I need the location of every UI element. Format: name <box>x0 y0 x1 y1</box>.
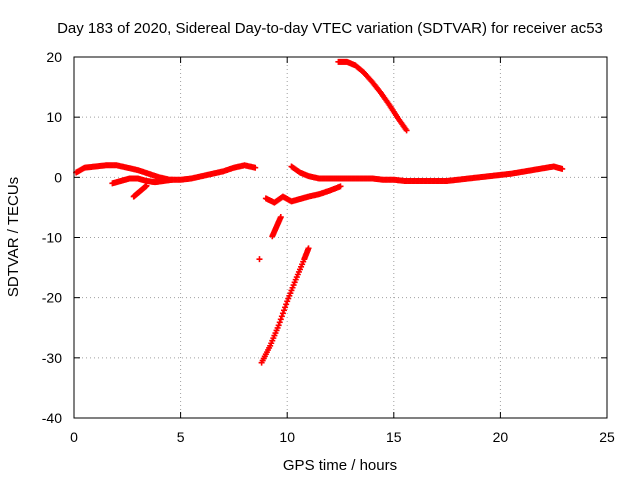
x-tick-label: 15 <box>386 429 402 445</box>
y-tick-label: -30 <box>42 350 62 366</box>
chart-title: Day 183 of 2020, Sidereal Day-to-day VTE… <box>57 20 603 37</box>
x-tick-label: 10 <box>279 429 295 445</box>
y-tick-label: 0 <box>54 169 62 185</box>
series-segment-short-dip <box>130 182 150 200</box>
y-tick-label: -40 <box>42 410 62 426</box>
x-tick-label: 20 <box>493 429 509 445</box>
data-point <box>281 307 288 314</box>
x-tick-label: 25 <box>599 429 615 445</box>
series-segment-isolated-point <box>256 256 263 263</box>
data-point <box>278 313 285 320</box>
data-point <box>277 316 284 323</box>
data-points <box>73 58 566 366</box>
series-segment-main-right <box>326 163 566 184</box>
data-point <box>283 301 290 308</box>
y-tick-label: 20 <box>46 49 62 65</box>
data-point <box>282 304 289 311</box>
data-point <box>337 183 344 190</box>
series-segment-main-left <box>73 162 259 183</box>
data-point <box>276 319 283 326</box>
data-point <box>305 245 312 252</box>
x-tick-label: 0 <box>70 429 78 445</box>
y-axis-title: SDTVAR / TECUs <box>5 177 22 297</box>
data-point <box>169 176 176 183</box>
data-point <box>403 127 410 134</box>
series-segment-middle-rising <box>262 183 344 206</box>
x-axis-title: GPS time / hours <box>283 457 397 474</box>
data-point <box>326 175 333 182</box>
data-point <box>275 322 282 329</box>
data-point <box>143 182 150 189</box>
series-segment-upper-arc <box>335 58 410 134</box>
y-tick-label: 10 <box>46 109 62 125</box>
series-segment-steep-dive <box>258 245 312 366</box>
axis-ticks: 0 5 10 15 20 25 -40 -30 -20 -10 0 10 20 <box>42 49 615 445</box>
data-point <box>256 256 263 263</box>
data-point <box>279 310 286 317</box>
series-segment-after-gap <box>288 163 333 182</box>
series-segment-short-vertical <box>269 214 284 240</box>
data-point <box>559 165 566 172</box>
data-point <box>277 214 284 221</box>
data-point <box>252 164 259 171</box>
y-tick-label: -10 <box>42 230 62 246</box>
y-tick-label: -20 <box>42 290 62 306</box>
series-segment-lower-left <box>109 175 176 187</box>
x-tick-label: 5 <box>177 429 185 445</box>
